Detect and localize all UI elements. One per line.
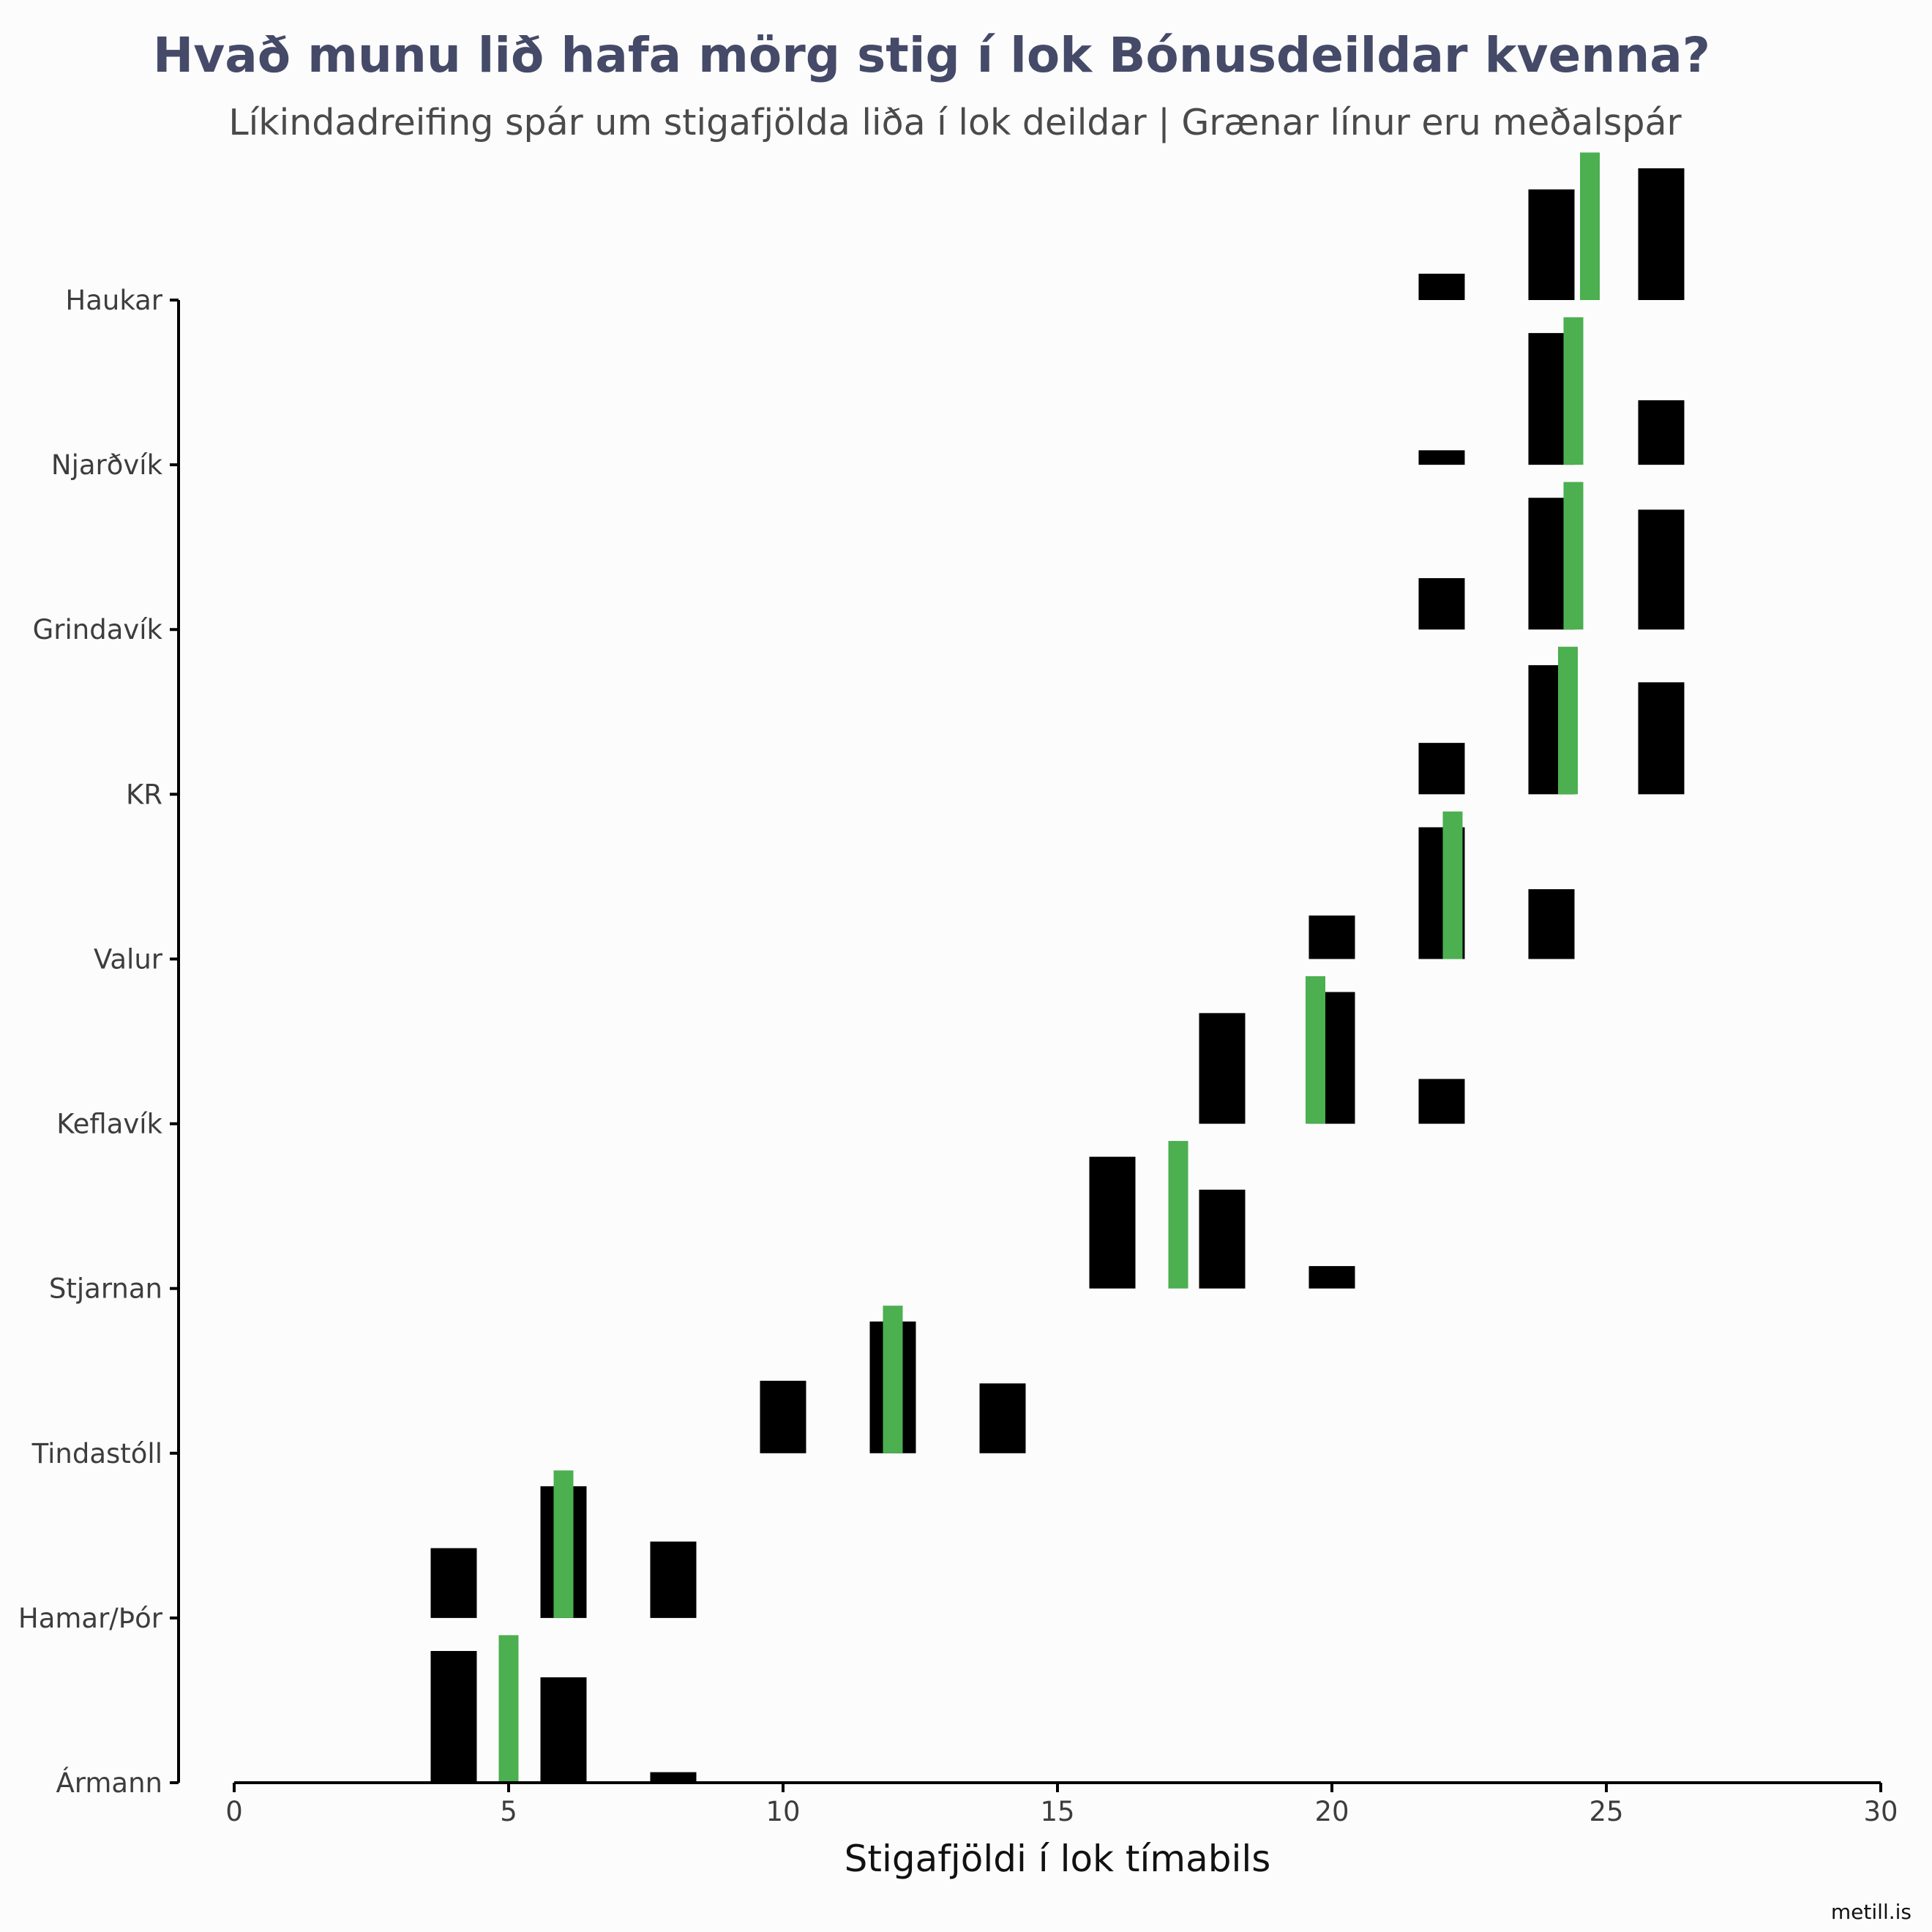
x-tick-label: 25 — [1589, 1796, 1623, 1827]
x-tick-label: 15 — [1040, 1796, 1074, 1827]
x-tick-label: 30 — [1863, 1796, 1898, 1827]
y-tick-label: Keflavík — [56, 1109, 162, 1140]
mean-lines — [498, 152, 1600, 1783]
y-tick-label: Haukar — [65, 285, 162, 316]
bar-keflavík-18 — [1199, 1013, 1246, 1124]
bar-tindastóll-10 — [760, 1380, 806, 1453]
chart-subtitle: Líkindadreifing spár um stigafjölda liða… — [228, 102, 1682, 143]
y-tick-label: Grindavík — [33, 614, 163, 645]
bar-keflavík-22 — [1418, 1079, 1465, 1124]
bar-tindastóll-14 — [979, 1383, 1026, 1453]
bar-valur-24 — [1528, 889, 1575, 959]
mean-line-stjarnan — [1168, 1141, 1188, 1289]
y-tick-label: Valur — [94, 943, 163, 975]
bar-hamar-þór-8 — [650, 1541, 697, 1618]
bar-kr-22 — [1418, 743, 1465, 795]
bar-stjarnan-16 — [1089, 1156, 1136, 1289]
y-tick-label: Njarðvík — [51, 449, 163, 481]
bar-ármann-4 — [430, 1651, 477, 1783]
bar-valur-20 — [1308, 916, 1355, 959]
bar-haukar-24 — [1528, 189, 1575, 300]
bar-grindavík-22 — [1418, 578, 1465, 630]
bar-hamar-þór-4 — [430, 1548, 477, 1618]
mean-line-ármann — [498, 1635, 519, 1783]
mean-line-keflavík — [1306, 976, 1325, 1124]
y-tick-label: Ármann — [56, 1767, 163, 1799]
bar-ármann-8 — [650, 1772, 697, 1783]
mean-line-grindavík — [1563, 482, 1584, 630]
mean-line-tindastóll — [883, 1306, 903, 1453]
x-axis-ticks: 0 5 10 15 20 25 30 — [225, 1783, 1898, 1827]
x-tick-label: 5 — [500, 1796, 517, 1827]
x-axis-title: Stigafjöldi í lok tímabils — [845, 1838, 1271, 1880]
y-axis-ticks: Haukar Njarðvík Grindavík KR Valur Keflavík St… — [18, 285, 179, 1799]
y-tick-label: Stjarnan — [49, 1273, 162, 1305]
bar-stjarnan-18 — [1199, 1189, 1246, 1289]
bar-grindavík-26 — [1638, 509, 1685, 630]
x-tick-label: 20 — [1314, 1796, 1349, 1827]
x-tick-label: 0 — [225, 1796, 243, 1827]
mean-line-hamar-þór — [553, 1470, 574, 1618]
mean-line-njarðvík — [1563, 317, 1584, 465]
mean-line-haukar — [1580, 152, 1600, 300]
bar-njarðvík-22 — [1418, 450, 1465, 465]
bar-haukar-26 — [1638, 168, 1685, 300]
y-tick-label: Hamar/Þór — [18, 1603, 163, 1634]
bar-ármann-6 — [540, 1677, 587, 1783]
bar-haukar-22 — [1418, 274, 1465, 300]
chart-title: Hvað munu lið hafa mörg stig í lok Bónus… — [153, 27, 1710, 83]
y-tick-label: Tindastóll — [31, 1438, 162, 1469]
x-tick-label: 10 — [765, 1796, 800, 1827]
bar-kr-26 — [1638, 682, 1685, 795]
mean-line-kr — [1558, 646, 1578, 795]
mean-line-valur — [1442, 811, 1463, 959]
distribution-bars — [430, 168, 1685, 1783]
bar-njarðvík-26 — [1638, 400, 1685, 465]
source-caption: metill.is — [1831, 1900, 1912, 1924]
y-tick-label: KR — [126, 779, 162, 810]
bar-stjarnan-20 — [1308, 1266, 1355, 1289]
